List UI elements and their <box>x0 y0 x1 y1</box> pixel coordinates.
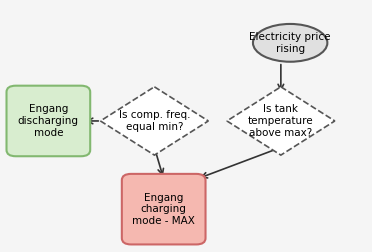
Text: Is tank
temperature
above max?: Is tank temperature above max? <box>248 104 314 138</box>
Text: Engang
discharging
mode: Engang discharging mode <box>18 104 79 138</box>
Ellipse shape <box>253 24 327 62</box>
Text: Engang
charging
mode - MAX: Engang charging mode - MAX <box>132 193 195 226</box>
FancyBboxPatch shape <box>122 174 206 244</box>
Text: Is comp. freq.
equal min?: Is comp. freq. equal min? <box>119 110 190 132</box>
Polygon shape <box>100 87 208 155</box>
Polygon shape <box>227 87 335 155</box>
Text: Electricity price
rising: Electricity price rising <box>249 32 331 54</box>
FancyBboxPatch shape <box>7 86 90 156</box>
